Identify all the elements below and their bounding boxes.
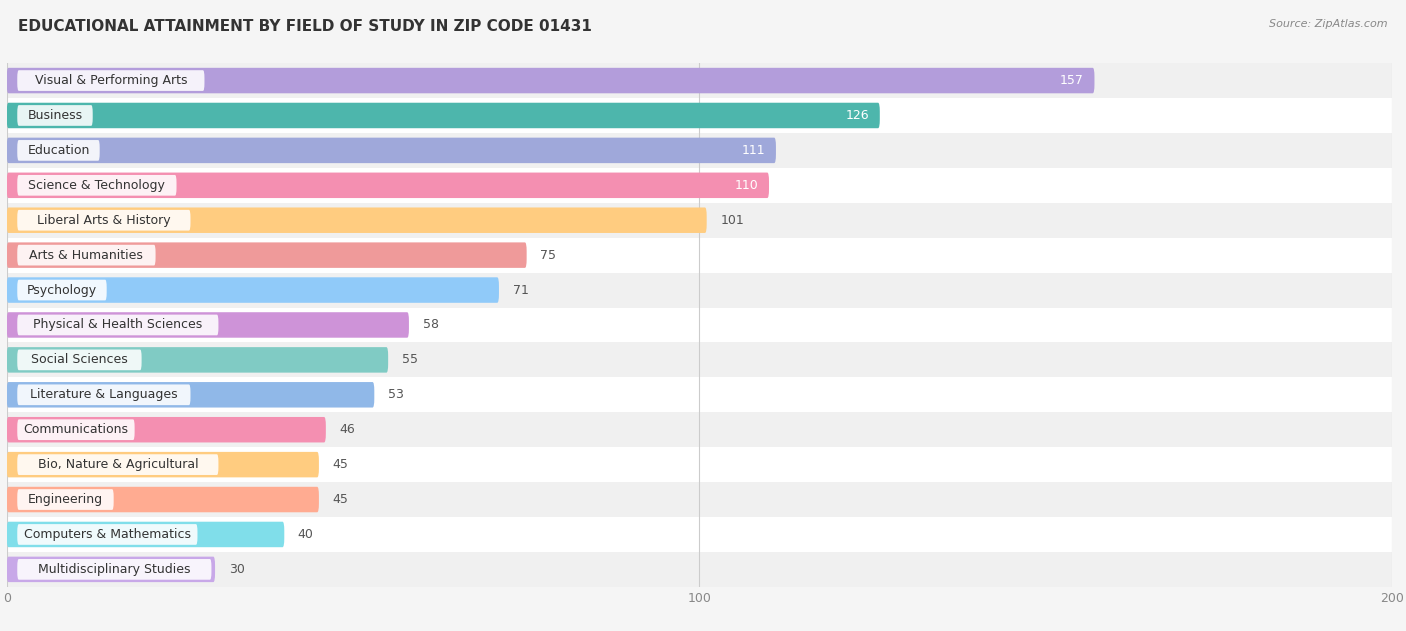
FancyBboxPatch shape [7, 273, 1392, 307]
FancyBboxPatch shape [7, 447, 1392, 482]
FancyBboxPatch shape [7, 208, 707, 233]
FancyBboxPatch shape [7, 103, 880, 128]
FancyBboxPatch shape [7, 552, 1392, 587]
FancyBboxPatch shape [17, 245, 156, 266]
Text: Social Sciences: Social Sciences [31, 353, 128, 367]
FancyBboxPatch shape [7, 172, 769, 198]
FancyBboxPatch shape [7, 343, 1392, 377]
FancyBboxPatch shape [7, 133, 1392, 168]
Text: Multidisciplinary Studies: Multidisciplinary Studies [38, 563, 191, 576]
FancyBboxPatch shape [7, 307, 1392, 343]
Text: 126: 126 [845, 109, 869, 122]
FancyBboxPatch shape [17, 384, 190, 405]
Text: Bio, Nature & Agricultural: Bio, Nature & Agricultural [38, 458, 198, 471]
Text: Psychology: Psychology [27, 283, 97, 297]
Text: Science & Technology: Science & Technology [28, 179, 166, 192]
Text: 110: 110 [734, 179, 758, 192]
FancyBboxPatch shape [7, 412, 1392, 447]
Text: 157: 157 [1060, 74, 1084, 87]
Text: 53: 53 [388, 388, 404, 401]
Text: Liberal Arts & History: Liberal Arts & History [37, 214, 170, 227]
FancyBboxPatch shape [7, 98, 1392, 133]
FancyBboxPatch shape [7, 557, 215, 582]
Text: 30: 30 [229, 563, 245, 576]
FancyBboxPatch shape [7, 242, 527, 268]
FancyBboxPatch shape [7, 203, 1392, 238]
Text: Literature & Languages: Literature & Languages [30, 388, 177, 401]
FancyBboxPatch shape [17, 210, 190, 230]
Text: 45: 45 [332, 493, 349, 506]
FancyBboxPatch shape [7, 238, 1392, 273]
Text: 58: 58 [423, 319, 439, 331]
FancyBboxPatch shape [7, 377, 1392, 412]
Text: Business: Business [28, 109, 83, 122]
FancyBboxPatch shape [7, 312, 409, 338]
Text: Physical & Health Sciences: Physical & Health Sciences [34, 319, 202, 331]
FancyBboxPatch shape [7, 382, 374, 408]
FancyBboxPatch shape [7, 517, 1392, 552]
Text: 40: 40 [298, 528, 314, 541]
Text: Visual & Performing Arts: Visual & Performing Arts [35, 74, 187, 87]
FancyBboxPatch shape [17, 454, 218, 475]
FancyBboxPatch shape [7, 138, 776, 163]
Text: Education: Education [27, 144, 90, 157]
Text: 46: 46 [339, 423, 356, 436]
FancyBboxPatch shape [17, 140, 100, 161]
FancyBboxPatch shape [17, 489, 114, 510]
Text: EDUCATIONAL ATTAINMENT BY FIELD OF STUDY IN ZIP CODE 01431: EDUCATIONAL ATTAINMENT BY FIELD OF STUDY… [18, 19, 592, 34]
Text: 55: 55 [402, 353, 418, 367]
Text: 111: 111 [741, 144, 765, 157]
FancyBboxPatch shape [7, 417, 326, 442]
Text: 71: 71 [513, 283, 529, 297]
FancyBboxPatch shape [17, 105, 93, 126]
Text: Communications: Communications [24, 423, 128, 436]
FancyBboxPatch shape [7, 452, 319, 478]
FancyBboxPatch shape [7, 482, 1392, 517]
FancyBboxPatch shape [7, 68, 1094, 93]
FancyBboxPatch shape [17, 280, 107, 300]
Text: 75: 75 [540, 249, 557, 262]
Text: 45: 45 [332, 458, 349, 471]
FancyBboxPatch shape [17, 175, 177, 196]
FancyBboxPatch shape [7, 522, 284, 547]
Text: Arts & Humanities: Arts & Humanities [30, 249, 143, 262]
Text: Source: ZipAtlas.com: Source: ZipAtlas.com [1270, 19, 1388, 29]
FancyBboxPatch shape [17, 420, 135, 440]
FancyBboxPatch shape [7, 487, 319, 512]
FancyBboxPatch shape [7, 63, 1392, 98]
FancyBboxPatch shape [7, 168, 1392, 203]
FancyBboxPatch shape [17, 315, 218, 335]
Text: Engineering: Engineering [28, 493, 103, 506]
FancyBboxPatch shape [17, 70, 204, 91]
FancyBboxPatch shape [7, 347, 388, 373]
FancyBboxPatch shape [7, 277, 499, 303]
FancyBboxPatch shape [17, 350, 142, 370]
FancyBboxPatch shape [17, 524, 197, 545]
Text: Computers & Mathematics: Computers & Mathematics [24, 528, 191, 541]
FancyBboxPatch shape [17, 559, 211, 580]
Text: 101: 101 [720, 214, 744, 227]
